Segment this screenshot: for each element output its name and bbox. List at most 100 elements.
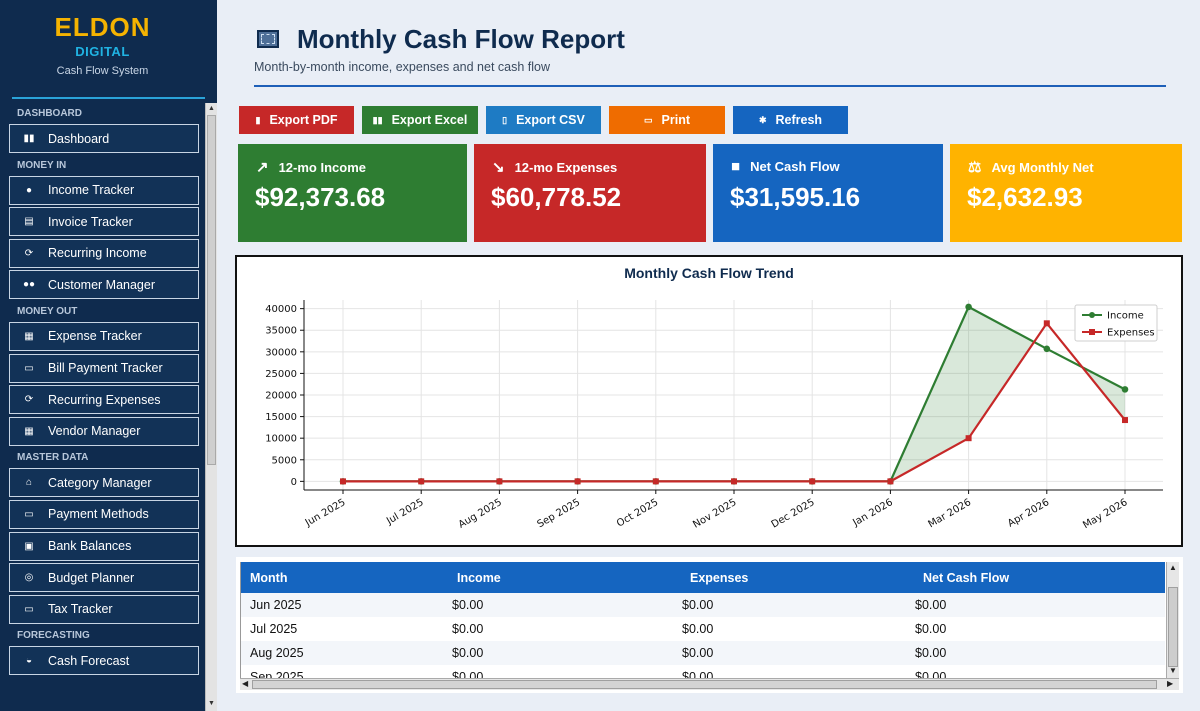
export-csv-button[interactable]: ▯ Export CSV: [486, 106, 601, 134]
toolbar-button-label: Export CSV: [516, 113, 585, 127]
sidebar-item-category-manager[interactable]: ⌂ Category Manager: [9, 468, 199, 498]
x-tick-label: Jun 2025: [303, 497, 348, 529]
column-header[interactable]: Month: [250, 570, 288, 585]
table-row[interactable]: Jul 2025 $0.00 $0.00 $0.00: [241, 617, 1165, 641]
expenses-point: [418, 478, 425, 485]
x-tick-label: May 2026: [1081, 497, 1129, 531]
sidebar-item-label: Dashboard: [48, 131, 110, 146]
sidebar-scroll-thumb[interactable]: [207, 115, 216, 465]
legend-marker: [1089, 312, 1095, 318]
table-row[interactable]: Jun 2025 $0.00 $0.00 $0.00: [241, 593, 1165, 617]
toolbar: ▮ Export PDF ▮▮ Export Excel ▯ Export CSV ▭ Pri…: [239, 106, 856, 134]
sidebar-item-label: Tax Tracker: [48, 602, 113, 617]
income-point: [1043, 345, 1051, 353]
users-icon: ●●: [22, 279, 36, 291]
excel-icon: ▮▮: [372, 114, 383, 125]
sidebar-item-customer-manager[interactable]: ●● Customer Manager: [9, 270, 199, 300]
table-cell: $0.00: [682, 670, 714, 678]
expenses-point: [731, 478, 737, 485]
table-row[interactable]: Sep 2025 $0.00 $0.00 $0.00: [241, 665, 1165, 678]
sidebar-item-payment-methods[interactable]: ▭ Payment Methods: [9, 499, 199, 529]
sidebar-item-dashboard[interactable]: ▮▮ Dashboard: [9, 124, 199, 153]
kpi-value: $60,778.52: [491, 182, 622, 212]
scroll-down-icon[interactable]: ▼: [208, 700, 215, 707]
sidebar-item-label: Budget Planner: [48, 570, 135, 585]
expenses-point: [652, 478, 659, 485]
expenses-point: [496, 478, 503, 485]
kpi-card-12-mo-income: ↗ 12-mo Income $92,373.68: [238, 144, 467, 242]
sidebar-item-label: Invoice Tracker: [48, 214, 133, 229]
sidebar-item-budget-planner[interactable]: ◎ Budget Planner: [9, 563, 199, 593]
chart-title: Monthly Cash Flow Trend: [624, 265, 794, 281]
kpi-label-text: 12-mo Income: [278, 159, 366, 175]
table-scroll-up-icon[interactable]: ▲: [1169, 563, 1177, 572]
sidebar-item-recurring-income[interactable]: ⟳ Recurring Income: [9, 238, 199, 268]
vendor-icon: ▦: [24, 425, 34, 437]
bar-chart-icon: ▮▮: [23, 133, 35, 144]
brand-sub: DIGITAL: [75, 44, 130, 59]
legend-label: Income: [1107, 311, 1144, 322]
sidebar-item-label: Income Tracker: [48, 183, 135, 198]
sidebar-item-label: Payment Methods: [48, 507, 149, 522]
sidebar-scrollbar[interactable]: ▲ ▼: [205, 103, 217, 711]
sidebar-item-vendor-manager[interactable]: ▦ Vendor Manager: [9, 416, 199, 446]
table-cell: $0.00: [452, 598, 484, 612]
kpi-value: $92,373.68: [255, 182, 386, 212]
sidebar-item-label: Recurring Expenses: [48, 392, 161, 407]
sidebar-item-cash-forecast[interactable]: ◒ Cash Forecast: [9, 646, 199, 676]
table-scroll-left-icon[interactable]: ◀: [242, 679, 249, 688]
brand-tagline: Cash Flow System: [56, 65, 149, 77]
scroll-up-icon[interactable]: ▲: [208, 105, 215, 112]
table-cell: Aug 2025: [250, 646, 304, 660]
sidebar-item-income-tracker[interactable]: ● Income Tracker: [9, 175, 199, 205]
y-tick-label: 15000: [265, 412, 297, 423]
table-scroll-right-icon[interactable]: ▶: [1167, 679, 1174, 688]
print-button[interactable]: ▭ Print: [609, 106, 725, 134]
income-point: [1121, 386, 1129, 393]
sidebar-item-bill-payment-tracker[interactable]: ▭ Bill Payment Tracker: [9, 353, 199, 383]
sidebar-item-expense-tracker[interactable]: ▦ Expense Tracker: [9, 321, 199, 351]
table-hscroll-thumb[interactable]: [252, 680, 1157, 689]
table-cell: Jun 2025: [250, 598, 302, 612]
sidebar-item-tax-tracker[interactable]: ▭ Tax Tracker: [9, 594, 199, 624]
y-tick-label: 10000: [265, 434, 297, 445]
kpi-label-text: 12-mo Expenses: [514, 159, 618, 175]
sidebar-item-label: Customer Manager: [48, 277, 155, 292]
y-tick-label: 35000: [265, 326, 297, 337]
refresh-icon: ⟳: [24, 247, 34, 259]
y-tick-label: 25000: [265, 369, 297, 380]
kpi-value: $2,632.93: [967, 182, 1083, 212]
expenses-point: [340, 478, 346, 485]
money-bag-icon: ●: [25, 184, 33, 196]
refresh-button[interactable]: ✱ Refresh: [733, 106, 848, 134]
nav-section-title: DASHBOARD: [17, 108, 82, 119]
page-subtitle: Month-by-month income, expenses and net …: [254, 60, 550, 74]
sidebar-item-recurring-expenses[interactable]: ⟳ Recurring Expenses: [9, 385, 199, 415]
export-pdf-button[interactable]: ▮ Export PDF: [239, 106, 354, 134]
table-vscrollbar[interactable]: ▲ ▼: [1166, 562, 1179, 678]
table-scroll-down-icon[interactable]: ▼: [1169, 666, 1177, 675]
kpi-label: ⚖ Avg Monthly Net: [968, 158, 1094, 176]
sidebar-item-label: Bank Balances: [48, 539, 132, 554]
trend-up-icon: ↗: [256, 159, 269, 176]
table-row[interactable]: Aug 2025 $0.00 $0.00 $0.00: [241, 641, 1165, 665]
sidebar-item-label: Bill Payment Tracker: [48, 361, 163, 376]
table-vscroll-thumb[interactable]: [1168, 587, 1178, 667]
print-icon: ▭: [644, 114, 653, 125]
x-tick-label: Jan 2026: [850, 497, 895, 529]
sidebar-item-invoice-tracker[interactable]: ▤ Invoice Tracker: [9, 207, 199, 237]
column-header[interactable]: Expenses: [690, 570, 749, 585]
sidebar-item-bank-balances[interactable]: ▣ Bank Balances: [9, 531, 199, 561]
column-header[interactable]: Income: [457, 570, 501, 585]
brand-name: ELDON: [54, 12, 151, 42]
receipt-icon: ▭: [24, 603, 34, 615]
table-hscrollbar[interactable]: ◀ ▶: [240, 678, 1179, 690]
document-icon: ▤: [24, 216, 34, 228]
clipboard-icon: ▯: [502, 114, 508, 125]
table-cell: $0.00: [452, 670, 484, 678]
page-title: Monthly Cash Flow Report: [297, 23, 625, 54]
income-point: [965, 303, 972, 311]
legend-label: Expenses: [1107, 328, 1155, 339]
column-header[interactable]: Net Cash Flow: [923, 570, 1010, 585]
export-excel-button[interactable]: ▮▮ Export Excel: [362, 106, 478, 134]
